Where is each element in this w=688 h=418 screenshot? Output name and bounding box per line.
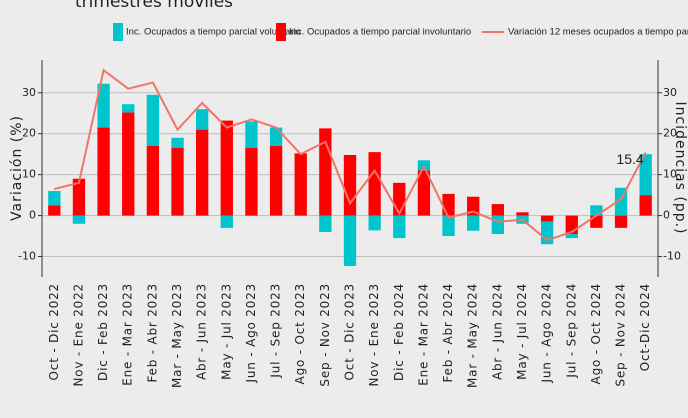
bar xyxy=(393,215,406,239)
bar xyxy=(72,178,86,216)
bar xyxy=(146,145,160,216)
bar xyxy=(442,193,455,216)
bar xyxy=(368,152,381,216)
x-tick-label: Jul - Sep 2023 xyxy=(269,283,283,379)
y-tick-label: -10 xyxy=(18,250,36,263)
bar xyxy=(122,104,135,113)
bar xyxy=(565,234,578,239)
x-tick-label: Sep - Nov 2023 xyxy=(318,283,332,387)
bar xyxy=(97,83,110,128)
x-tick-label: Sep - Nov 2024 xyxy=(614,283,628,387)
bar xyxy=(442,215,455,237)
x-tick-label: May - Jul 2023 xyxy=(219,283,233,380)
bar xyxy=(467,215,480,231)
bar xyxy=(639,154,652,196)
legend-label: Variación 12 meses ocupados a tiempo par… xyxy=(508,27,688,38)
x-tick-label: Feb - Abr 2024 xyxy=(441,283,455,383)
y2-tick-label: 20 xyxy=(663,127,677,140)
legend-label: Inc. Ocupados a tiempo parcial voluntari… xyxy=(126,27,301,38)
x-tick-label: Ago - Oct 2023 xyxy=(293,283,307,384)
bar xyxy=(516,212,529,216)
legend-swatch xyxy=(113,23,123,41)
y-tick-label: 10 xyxy=(22,168,36,181)
x-tick-label: May - Jul 2024 xyxy=(515,283,529,380)
legend-label: Inc. Ocupados a tiempo parcial involunta… xyxy=(289,27,471,38)
bar xyxy=(196,109,209,130)
x-tick-label: Jun - Ago 2024 xyxy=(540,283,554,383)
bar xyxy=(245,148,258,216)
x-tick-label: Ago - Oct 2024 xyxy=(589,283,603,384)
y-tick-label: 20 xyxy=(22,127,36,140)
bar xyxy=(171,148,184,216)
x-tick-label: Feb - Abr 2023 xyxy=(145,283,159,383)
bar xyxy=(171,137,184,149)
y2-tick-label: 10 xyxy=(663,168,677,181)
line xyxy=(54,68,647,242)
x-tick-label: Oct-Dic 2024 xyxy=(638,283,652,371)
x-tick-label: Abr - Jun 2024 xyxy=(490,283,504,380)
bar xyxy=(220,120,233,216)
bar xyxy=(590,205,603,216)
bar xyxy=(368,215,381,231)
bar xyxy=(269,145,283,216)
x-tick-label: Abr - Jun 2023 xyxy=(195,283,209,380)
y2-tick-label: 30 xyxy=(663,86,677,99)
x-tick-label: Mar - May 2023 xyxy=(170,283,184,388)
bar xyxy=(294,153,307,216)
x-tick-label: Mar - May 2024 xyxy=(466,283,480,388)
bar xyxy=(467,196,480,216)
y2-axis-label: Incidencias (pp.) xyxy=(672,101,688,234)
x-tick-label: Ene - Mar 2024 xyxy=(416,283,430,386)
bar xyxy=(491,215,504,235)
bar xyxy=(48,191,61,206)
x-tick-label: Nov - Ene 2023 xyxy=(367,283,381,387)
bar xyxy=(269,127,283,146)
bar xyxy=(639,195,652,216)
bar xyxy=(417,170,431,216)
bar xyxy=(196,129,209,216)
x-tick-label: Jul - Sep 2024 xyxy=(564,283,578,379)
x-tick-label: Ene - Mar 2023 xyxy=(121,283,135,386)
y-tick-label: 30 xyxy=(22,86,36,99)
x-tick-label: Oct - Dic 2023 xyxy=(343,283,357,380)
bar xyxy=(343,215,357,266)
data-label: 15.4 xyxy=(616,151,643,167)
bar xyxy=(48,205,61,216)
bar xyxy=(491,204,504,216)
y2-tick-label: 0 xyxy=(663,209,670,222)
bar xyxy=(343,154,357,216)
x-tick-label: Oct - Dic 2022 xyxy=(47,283,61,380)
bar xyxy=(245,121,258,149)
bar xyxy=(393,182,406,216)
y-axis-label: Variación (%) xyxy=(9,115,25,221)
x-tick-label: Dic - Feb 2024 xyxy=(392,283,406,381)
bar xyxy=(122,112,135,216)
bar xyxy=(319,215,332,232)
bar xyxy=(97,127,110,216)
x-tick-label: Dic - Feb 2023 xyxy=(96,283,110,381)
x-tick-label: Jun - Ago 2023 xyxy=(244,283,258,383)
y-tick-label: 0 xyxy=(29,209,36,222)
x-tick-label: Nov - Ene 2022 xyxy=(71,283,85,387)
bar xyxy=(614,215,628,228)
y2-tick-label: -10 xyxy=(663,250,681,263)
legend-swatch xyxy=(276,23,286,41)
bar xyxy=(146,94,160,146)
bar xyxy=(72,215,86,224)
bar xyxy=(220,215,233,228)
bar xyxy=(540,215,554,222)
chart-title: trimestres móviles xyxy=(75,0,233,12)
